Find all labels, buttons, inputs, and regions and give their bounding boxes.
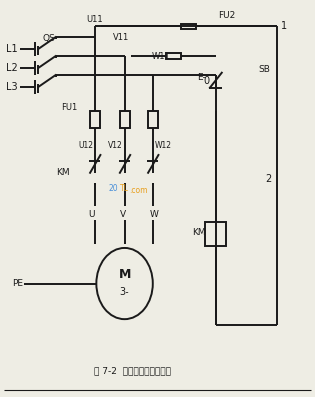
Text: V12: V12 [108, 141, 123, 150]
Text: U: U [89, 210, 95, 219]
Text: 0: 0 [204, 76, 210, 86]
Text: 20: 20 [109, 184, 118, 193]
Text: 图 7-2  接触器点动控制线路: 图 7-2 接触器点动控制线路 [94, 366, 171, 375]
Bar [90, 111, 100, 128]
Text: U12: U12 [78, 141, 93, 150]
Text: KM: KM [192, 227, 206, 237]
Text: U11: U11 [86, 15, 103, 24]
Bar [120, 111, 129, 128]
Text: 2: 2 [266, 174, 272, 184]
Text: V11: V11 [113, 33, 129, 42]
Text: E-: E- [197, 73, 206, 82]
Text: M: M [118, 268, 131, 281]
Text: L1: L1 [6, 44, 18, 54]
Text: SB: SB [259, 66, 270, 74]
Text: QS: QS [43, 34, 56, 43]
Text: L3: L3 [6, 82, 18, 92]
Bar [148, 111, 158, 128]
Text: W12: W12 [154, 141, 171, 150]
Text: FU2: FU2 [218, 11, 235, 20]
Text: L2: L2 [6, 63, 18, 73]
Text: KM: KM [56, 168, 70, 177]
Text: FU1: FU1 [61, 103, 77, 112]
Bar [181, 24, 196, 29]
Text: .com: .com [129, 186, 148, 195]
Text: W11: W11 [151, 52, 170, 61]
Text: 3-: 3- [120, 287, 129, 297]
Text: 1: 1 [281, 21, 288, 31]
Text: TL: TL [120, 184, 129, 193]
Bar [166, 53, 181, 59]
Bar [205, 222, 226, 246]
Text: PE: PE [12, 279, 23, 288]
Text: V: V [120, 210, 126, 219]
Text: W: W [150, 210, 159, 219]
